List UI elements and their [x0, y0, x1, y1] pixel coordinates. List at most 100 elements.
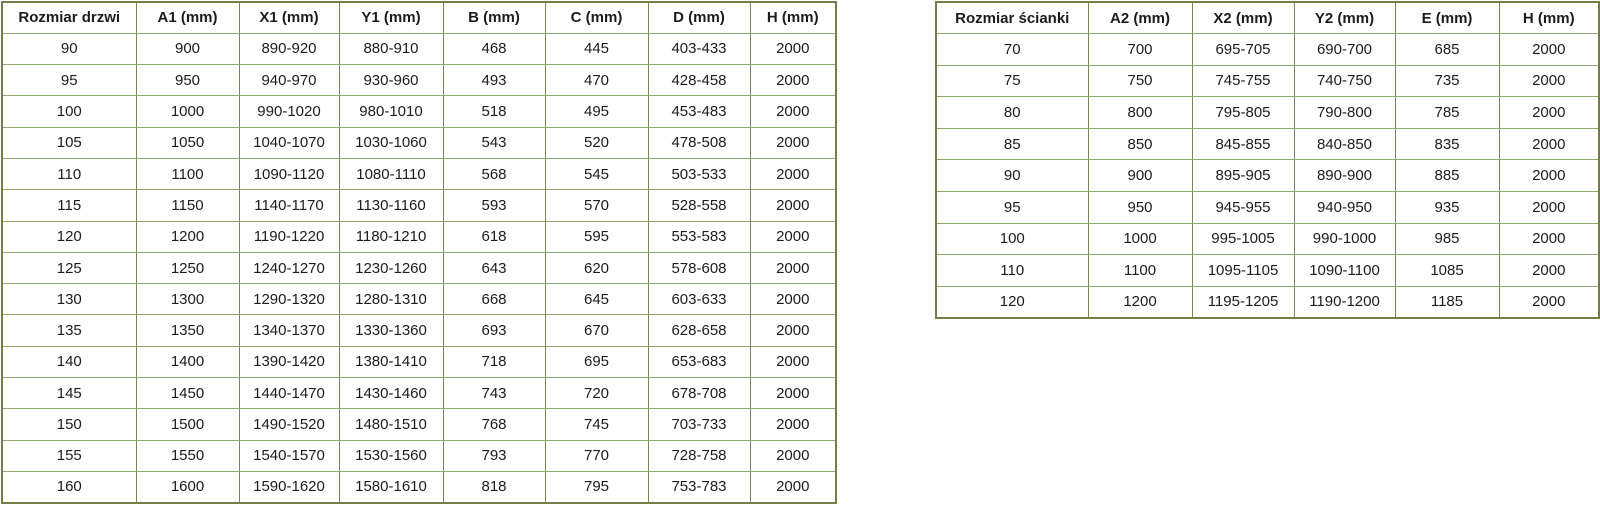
- table-cell: 735: [1394, 64, 1500, 98]
- table-cell: 145: [1, 377, 137, 410]
- table-cell: 1100: [135, 157, 240, 191]
- table-cell: 885: [1394, 159, 1500, 193]
- table-cell: 668: [442, 283, 546, 316]
- table-cell: 518: [442, 95, 546, 128]
- table-cell: 818: [442, 470, 546, 504]
- table-cell: 990-1020: [238, 95, 340, 128]
- table-cell: 895-905: [1191, 159, 1295, 193]
- table-cell: 1330-1360: [338, 314, 444, 347]
- table-cell: 900: [1087, 159, 1193, 193]
- table-cell: 1550: [135, 439, 240, 472]
- table-cell: 90: [935, 159, 1089, 193]
- table-cell: 950: [1087, 191, 1193, 224]
- table-cell: 700: [1087, 33, 1193, 66]
- table-row: 105 1050 1040-1070 1030-1060 543 520 478-508 20…: [1, 126, 837, 159]
- table-cell: 1090-1120: [238, 157, 340, 191]
- table-cell: 2000: [1498, 33, 1600, 66]
- table-cell: 880-910: [338, 32, 444, 66]
- table-cell: 135: [1, 314, 137, 347]
- table-row: 90 900 890-920 880-910 468 445 403-433 2000: [1, 32, 837, 66]
- table-cell: 728-758: [647, 439, 751, 472]
- wall-dimensions-table: Rozmiar ścianki A2 (mm) X2 (mm) Y2 (mm) E (m…: [935, 1, 1600, 319]
- table-cell: 2000: [749, 251, 837, 285]
- table-row: 110 1100 1090-1120 1080-1110 568 545 503-533 20…: [1, 157, 837, 191]
- header-row: Rozmiar drzwi A1 (mm) X1 (mm) Y1 (mm) B (mm)…: [1, 1, 837, 34]
- table-cell: 125: [1, 251, 137, 285]
- column-header: Y2 (mm): [1293, 1, 1396, 35]
- table-row: 120 1200 1190-1220 1180-1210 618 595 553-583 20…: [1, 220, 837, 253]
- table-cell: 743: [442, 377, 546, 410]
- table-cell: 1430-1460: [338, 377, 444, 410]
- table-cell: 570: [544, 189, 649, 222]
- table-cell: 845-855: [1191, 127, 1295, 161]
- table-cell: 2000: [1498, 222, 1600, 256]
- table-cell: 1590-1620: [238, 470, 340, 504]
- table-cell: 1500: [135, 408, 240, 441]
- table-cell: 453-483: [647, 95, 751, 128]
- table-cell: 105: [1, 126, 137, 159]
- table-cell: 543: [442, 126, 546, 159]
- table-cell: 795-805: [1191, 96, 1295, 129]
- table-cell: 628-658: [647, 314, 751, 347]
- table-cell: 503-533: [647, 157, 751, 191]
- table-cell: 100: [935, 222, 1089, 256]
- table-cell: 840-850: [1293, 127, 1396, 161]
- table-cell: 695-705: [1191, 33, 1295, 66]
- table-cell: 1600: [135, 470, 240, 504]
- table-cell: 685: [1394, 33, 1500, 66]
- table-cell: 2000: [749, 470, 837, 504]
- table-cell: 1450: [135, 377, 240, 410]
- table-cell: 1180-1210: [338, 220, 444, 253]
- table-cell: 568: [442, 157, 546, 191]
- table-cell: 2000: [749, 157, 837, 191]
- table-cell: 528-558: [647, 189, 751, 222]
- table-row: 150 1500 1490-1520 1480-1510 768 745 703-733 20…: [1, 408, 837, 441]
- table-cell: 110: [1, 157, 137, 191]
- table-cell: 1095-1105: [1191, 254, 1295, 287]
- table-cell: 1480-1510: [338, 408, 444, 441]
- table-cell: 945-955: [1191, 191, 1295, 224]
- table-cell: 2000: [1498, 96, 1600, 129]
- table-cell: 1130-1160: [338, 189, 444, 222]
- table-cell: 2000: [749, 377, 837, 410]
- table-cell: 1085: [1394, 254, 1500, 287]
- column-header: H (mm): [1498, 1, 1600, 35]
- table-cell: 835: [1394, 127, 1500, 161]
- table-cell: 1040-1070: [238, 126, 340, 159]
- table-cell: 2000: [749, 32, 837, 66]
- table-cell: 718: [442, 345, 546, 379]
- table-cell: 770: [544, 439, 649, 472]
- table-row: 130 1300 1290-1320 1280-1310 668 645 603-633 20…: [1, 283, 837, 316]
- column-header: C (mm): [544, 1, 649, 34]
- table-cell: 940-950: [1293, 191, 1396, 224]
- table-cell: 120: [1, 220, 137, 253]
- column-header: Rozmiar drzwi: [1, 1, 137, 34]
- table-cell: 1195-1205: [1191, 285, 1295, 319]
- column-header: X2 (mm): [1191, 1, 1295, 35]
- table-cell: 2000: [749, 189, 837, 222]
- table-cell: 990-1000: [1293, 222, 1396, 256]
- column-header: B (mm): [442, 1, 546, 34]
- header-row: Rozmiar ścianki A2 (mm) X2 (mm) Y2 (mm) E (m…: [935, 1, 1600, 35]
- table-cell: 768: [442, 408, 546, 441]
- table-cell: 1150: [135, 189, 240, 222]
- table-cell: 468: [442, 32, 546, 66]
- table-cell: 578-608: [647, 251, 751, 285]
- table-cell: 95: [1, 64, 137, 97]
- table-cell: 618: [442, 220, 546, 253]
- table-cell: 1030-1060: [338, 126, 444, 159]
- table-cell: 2000: [1498, 254, 1600, 287]
- table-cell: 70: [935, 33, 1089, 66]
- table-cell: 493: [442, 64, 546, 97]
- table-cell: 753-783: [647, 470, 751, 504]
- table-cell: 1340-1370: [238, 314, 340, 347]
- table-cell: 2000: [1498, 64, 1600, 98]
- table-cell: 2000: [749, 314, 837, 347]
- table-cell: 520: [544, 126, 649, 159]
- table-row: 135 1350 1340-1370 1330-1360 693 670 628-658 20…: [1, 314, 837, 347]
- table-cell: 603-633: [647, 283, 751, 316]
- table-cell: 950: [135, 64, 240, 97]
- table-cell: 95: [935, 191, 1089, 224]
- table-cell: 1280-1310: [338, 283, 444, 316]
